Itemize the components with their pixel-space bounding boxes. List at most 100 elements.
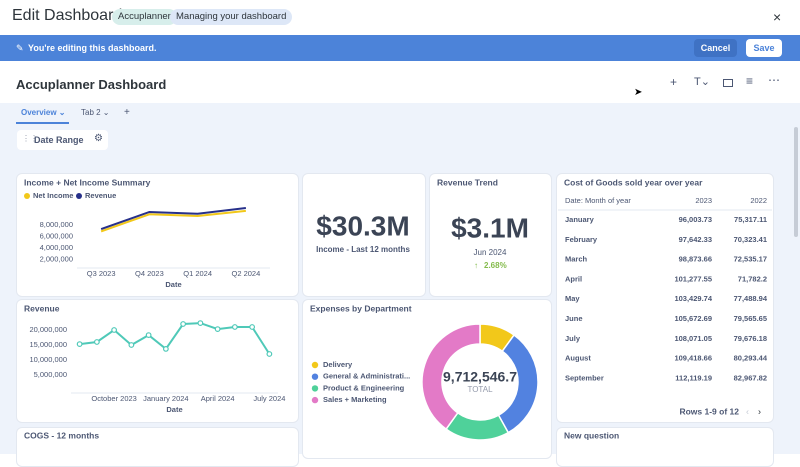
card-content: Income + Net Income Summary $30.3M Incom… bbox=[24, 177, 772, 441]
table-cell: 75,317.11 bbox=[734, 215, 767, 224]
tab-underline bbox=[16, 122, 69, 124]
table-cell: 79,676.18 bbox=[734, 334, 767, 343]
x-tick-label: July 2024 bbox=[253, 394, 285, 403]
table-cell: 79,565.65 bbox=[734, 314, 767, 323]
donut-total: 9,712,546.7 bbox=[443, 369, 517, 385]
more-icon[interactable]: ⋯ bbox=[768, 73, 780, 87]
y-tick-label: 4,000,000 bbox=[40, 243, 73, 252]
top-header: Edit Dashboard Accuplanner Managing your… bbox=[0, 0, 800, 35]
add-icon[interactable]: + bbox=[670, 75, 678, 89]
table-footer: Rows 1-9 of 12 bbox=[679, 406, 739, 416]
y-tick-label: 20,000,000 bbox=[29, 325, 67, 334]
tab[interactable]: Overview ⌄ bbox=[21, 108, 66, 117]
data-point bbox=[145, 332, 152, 339]
card-title: Cost of Goods sold year over year bbox=[564, 177, 703, 187]
table-cell: March bbox=[565, 255, 588, 264]
prev-page[interactable]: ‹ bbox=[746, 406, 749, 416]
table-cell: July bbox=[565, 334, 581, 343]
change-value: 2.68% bbox=[484, 261, 507, 270]
legend-label: Revenue bbox=[85, 191, 116, 200]
text-icon[interactable]: T⌄ bbox=[694, 76, 710, 88]
scrollbar[interactable] bbox=[794, 127, 798, 237]
x-tick-label: Q1 2024 bbox=[183, 269, 212, 278]
table-cell: 97,642.33 bbox=[679, 235, 712, 244]
x-tick-label: October 2023 bbox=[91, 394, 136, 403]
save-button[interactable]: Save bbox=[746, 39, 782, 57]
donut-caption: TOTAL bbox=[467, 385, 493, 394]
legend-label: Product & Engineering bbox=[323, 383, 405, 392]
scalar-value: $30.3M bbox=[316, 210, 409, 241]
table-cell: April bbox=[565, 274, 582, 283]
data-point bbox=[214, 326, 221, 333]
card-title: COGS - 12 months bbox=[24, 430, 99, 440]
x-tick-label: Q4 2023 bbox=[135, 269, 164, 278]
next-page[interactable]: › bbox=[758, 406, 761, 416]
table-cell: 103,429.74 bbox=[674, 294, 712, 303]
table-cell: 108,071.05 bbox=[674, 334, 712, 343]
tab[interactable]: Tab 2 ⌄ bbox=[81, 108, 110, 117]
tag[interactable]: Managing your dashboard bbox=[170, 9, 293, 25]
table-cell: June bbox=[565, 314, 583, 323]
x-tick-label: Q3 2023 bbox=[87, 269, 116, 278]
card bbox=[16, 299, 299, 423]
legend-label: Delivery bbox=[323, 360, 353, 369]
data-point bbox=[266, 351, 273, 357]
y-tick-label: 15,000,000 bbox=[29, 340, 67, 349]
table-cell: 72,535.17 bbox=[734, 255, 767, 264]
table-cell: 77,488.94 bbox=[734, 294, 768, 303]
legend-swatch bbox=[76, 193, 82, 199]
y-tick-label: 10,000,000 bbox=[29, 355, 67, 364]
column-header: 2023 bbox=[695, 196, 712, 205]
table-cell: 98,873.66 bbox=[679, 255, 712, 264]
pencil-icon: ✎ bbox=[16, 43, 24, 53]
data-point bbox=[180, 321, 187, 327]
table-cell: 101,277.55 bbox=[674, 274, 712, 283]
data-point bbox=[76, 341, 83, 348]
period-label: Jun 2024 bbox=[474, 248, 507, 257]
x-axis-label: Date bbox=[166, 405, 182, 414]
add-tab[interactable]: + bbox=[124, 107, 130, 118]
card bbox=[16, 173, 299, 297]
card bbox=[302, 173, 426, 297]
close-icon[interactable]: × bbox=[773, 9, 782, 25]
tag[interactable]: Accuplanner bbox=[112, 9, 177, 25]
table-cell: August bbox=[565, 354, 591, 363]
table-cell: 70,323.41 bbox=[734, 235, 767, 244]
y-tick-label: 8,000,000 bbox=[40, 220, 73, 229]
table-cell: 82,967.82 bbox=[734, 373, 767, 382]
data-point bbox=[128, 342, 135, 348]
edit-bar: ✎ You're editing this dashboard. Cancel … bbox=[0, 35, 800, 61]
filter-label: Date Range bbox=[34, 135, 84, 145]
legend-label: General & Administrati... bbox=[323, 372, 410, 381]
column-header: 2022 bbox=[750, 196, 767, 205]
column-header: Date: Month of year bbox=[565, 196, 631, 205]
cancel-button[interactable]: Cancel bbox=[694, 39, 737, 57]
table-cell: 109,418.66 bbox=[674, 354, 712, 363]
y-tick-label: 2,000,000 bbox=[40, 254, 73, 263]
table-cell: September bbox=[565, 373, 604, 382]
table-cell: 71,782.2 bbox=[738, 274, 767, 283]
tab-label: Tab 2 bbox=[81, 108, 101, 117]
data-point bbox=[197, 320, 204, 327]
card-title: Revenue bbox=[24, 303, 60, 313]
card-title: Expenses by Department bbox=[310, 303, 412, 313]
gear-icon: ⚙ bbox=[94, 133, 103, 144]
filter-icon[interactable]: ≡ bbox=[746, 74, 754, 88]
filter[interactable]: ⋮⋮ Date Range ⚙ bbox=[17, 130, 108, 150]
y-tick-label: 5,000,000 bbox=[34, 370, 67, 379]
dashboard-header: Accuplanner Dashboard + T⌄ ≡ ⋯ ➤ bbox=[0, 61, 800, 103]
y-tick-label: 6,000,000 bbox=[40, 231, 73, 240]
series-line bbox=[100, 209, 246, 233]
legend-swatch bbox=[311, 385, 319, 392]
legend-swatch bbox=[311, 396, 319, 404]
x-axis-label: Date bbox=[165, 280, 181, 289]
table-cell: January bbox=[565, 215, 595, 224]
data-point bbox=[111, 327, 118, 333]
edit-message: You're editing this dashboard. bbox=[28, 43, 157, 53]
card bbox=[556, 173, 774, 423]
section-icon[interactable] bbox=[723, 79, 733, 87]
scalar-label: Income - Last 12 months bbox=[316, 245, 410, 254]
table-cell: 105,672.69 bbox=[674, 314, 712, 323]
x-tick-label: January 2024 bbox=[143, 394, 188, 403]
header-title: Edit Dashboard bbox=[12, 7, 123, 24]
